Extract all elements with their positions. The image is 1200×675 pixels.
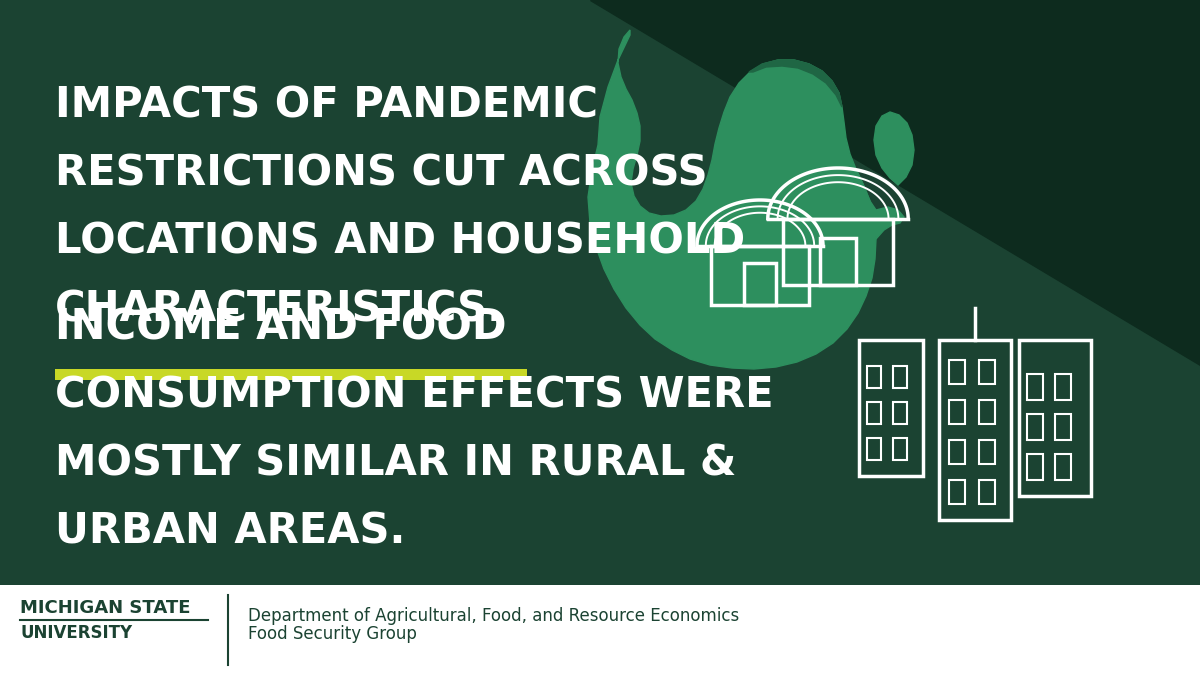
Polygon shape	[588, 30, 876, 369]
Polygon shape	[856, 169, 904, 239]
FancyBboxPatch shape	[55, 369, 527, 380]
Text: RESTRICTIONS CUT ACROSS: RESTRICTIONS CUT ACROSS	[55, 153, 708, 195]
Polygon shape	[749, 60, 842, 107]
Text: MICHIGAN STATE: MICHIGAN STATE	[20, 599, 191, 617]
Text: Food Security Group: Food Security Group	[248, 625, 416, 643]
Polygon shape	[590, 0, 1200, 365]
Text: INCOME AND FOOD: INCOME AND FOOD	[55, 307, 506, 349]
FancyBboxPatch shape	[0, 585, 1200, 675]
Polygon shape	[874, 112, 914, 185]
Text: CHARACTERISTICS.: CHARACTERISTICS.	[55, 289, 504, 331]
Text: UNIVERSITY: UNIVERSITY	[20, 624, 132, 642]
Text: URBAN AREAS.: URBAN AREAS.	[55, 511, 406, 553]
Text: CONSUMPTION EFFECTS WERE: CONSUMPTION EFFECTS WERE	[55, 375, 774, 417]
Text: MOSTLY SIMILAR IN RURAL &: MOSTLY SIMILAR IN RURAL &	[55, 443, 737, 485]
Text: LOCATIONS AND HOUSEHOLD: LOCATIONS AND HOUSEHOLD	[55, 221, 745, 263]
Text: Department of Agricultural, Food, and Resource Economics: Department of Agricultural, Food, and Re…	[248, 607, 739, 625]
Text: IMPACTS OF PANDEMIC: IMPACTS OF PANDEMIC	[55, 85, 598, 127]
